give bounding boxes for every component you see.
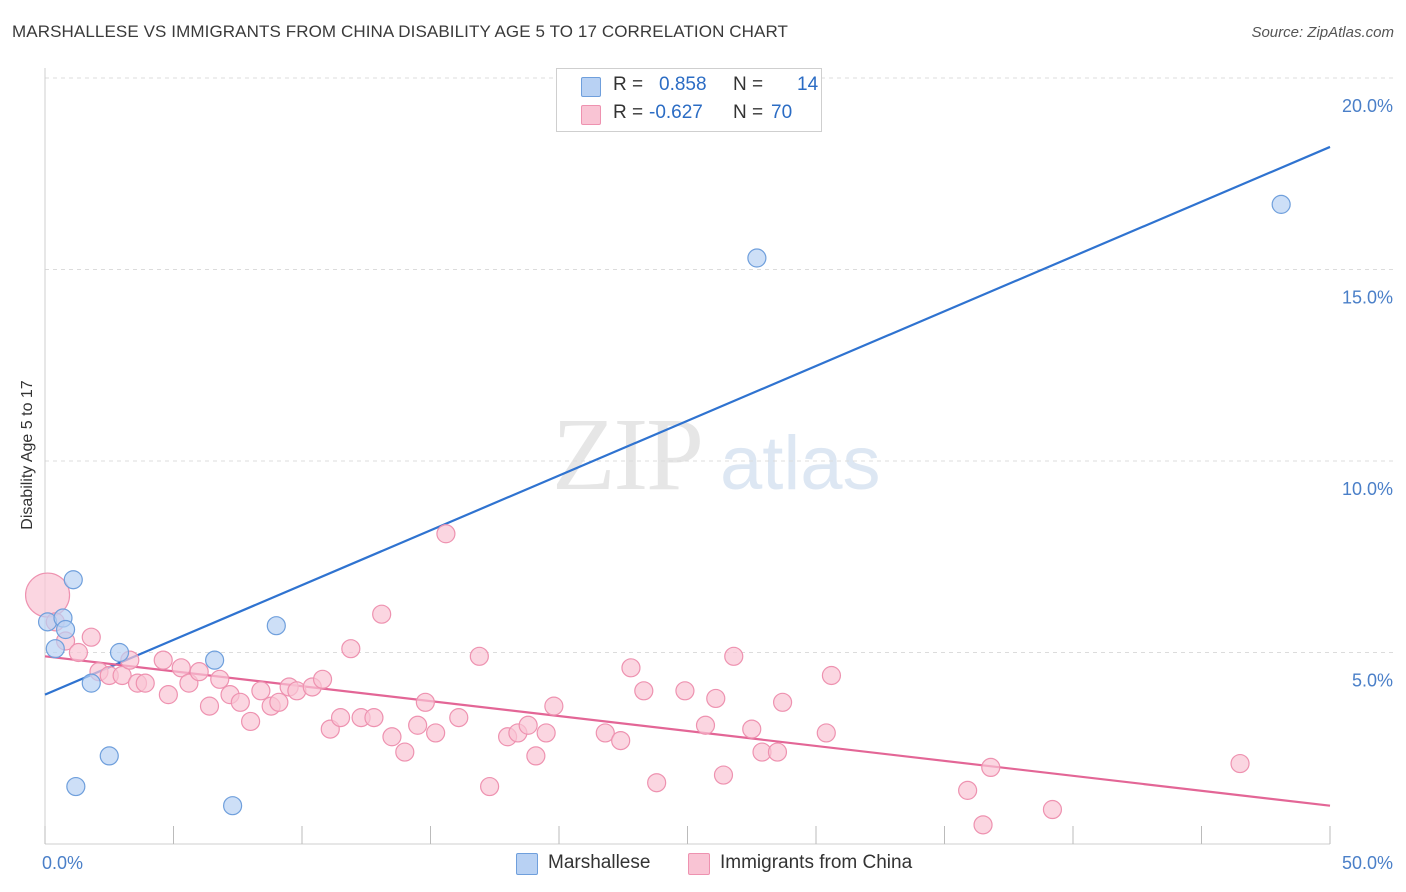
point-china (68, 642, 89, 663)
point-china (713, 765, 734, 785)
trendline-marshallese (44, 145, 1331, 696)
legend-r-value: 0.858 (659, 74, 707, 95)
point-china (189, 662, 209, 682)
point-china (153, 650, 173, 670)
legend-n-value: 70 (771, 102, 793, 123)
correlation-legend: R = 0.858 N = 14 R = -0.627 N = 70 (556, 68, 822, 132)
point-china (469, 646, 489, 666)
y-tick-label: 20.0% (1342, 96, 1393, 116)
legend-swatch-pink (581, 105, 601, 125)
point-china (408, 715, 428, 735)
point-marshallese (223, 796, 243, 816)
legend-n-value: 14 (797, 74, 819, 95)
point-china (816, 723, 836, 743)
y-tick-label: 10.0% (1342, 479, 1393, 499)
point-china (1042, 799, 1063, 820)
point-marshallese (66, 776, 86, 797)
point-marshallese (81, 673, 101, 693)
point-marshallese (63, 570, 83, 590)
point-china (330, 708, 351, 728)
point-china (611, 730, 631, 751)
point-china (595, 723, 615, 743)
point-china (112, 665, 132, 686)
point-china (372, 604, 392, 624)
point-marshallese (1271, 194, 1291, 214)
point-china (171, 658, 191, 678)
point-china (449, 708, 469, 728)
point-china (426, 723, 446, 743)
point-china (706, 688, 726, 709)
x-tick-label: 50.0% (1342, 853, 1393, 873)
legend-n-label: N = (733, 102, 764, 123)
point-china (634, 681, 654, 701)
point-china (415, 692, 435, 712)
point-china (81, 627, 101, 647)
point-china (518, 715, 538, 735)
watermark-atlas: atlas (720, 421, 881, 506)
point-china (695, 715, 716, 735)
bottom-legend-swatch-pink (688, 853, 710, 875)
point-china (251, 681, 271, 701)
legend-r-label: R = (613, 74, 644, 95)
point-china (821, 665, 842, 686)
source-label: Source: ZipAtlas.com (1251, 24, 1394, 41)
point-china (724, 646, 744, 666)
watermark-zip: ZIP (552, 397, 704, 512)
point-china (158, 685, 178, 705)
point-china (230, 692, 250, 712)
legend-swatch-blue (581, 77, 601, 97)
point-china (973, 815, 993, 835)
point-china (772, 692, 793, 712)
y-tick-label: 15.0% (1342, 288, 1393, 308)
point-china (544, 696, 564, 716)
trendline-china (44, 655, 1331, 807)
point-marshallese (99, 746, 119, 766)
x-tick-label: 0.0% (42, 853, 83, 873)
chart-title: MARSHALLESE VS IMMIGRANTS FROM CHINA DIS… (12, 22, 789, 41)
point-china (621, 658, 641, 678)
bottom-legend-label: Immigrants from China (720, 852, 913, 873)
bottom-legend-label: Marshallese (548, 852, 651, 873)
legend-r-label: R = (613, 102, 644, 123)
point-china (981, 757, 1001, 778)
legend-r-value: -0.627 (649, 102, 703, 123)
y-tick-label: 5.0% (1352, 671, 1393, 691)
point-china (436, 524, 456, 544)
point-china (647, 773, 667, 793)
point-marshallese (55, 619, 76, 640)
legend-n-label: N = (733, 74, 764, 95)
point-china (364, 708, 384, 728)
point-china (312, 669, 333, 689)
point-marshallese (747, 248, 767, 268)
point-china (536, 723, 556, 743)
point-china (742, 719, 762, 739)
point-china (341, 639, 361, 659)
point-marshallese (266, 616, 286, 636)
bottom-legend-swatch-blue (516, 853, 538, 875)
point-china (210, 669, 230, 689)
point-china (767, 742, 788, 762)
point-china (241, 711, 261, 732)
point-china (480, 776, 500, 797)
point-china (1230, 753, 1250, 774)
point-china (382, 727, 402, 747)
point-china (199, 696, 220, 716)
point-marshallese (45, 639, 65, 659)
point-china (269, 692, 289, 712)
point-china (526, 746, 546, 766)
point-china (395, 742, 415, 762)
point-marshallese (205, 650, 225, 670)
point-china (958, 780, 978, 800)
point-china (135, 673, 155, 693)
point-china (675, 681, 695, 701)
point-marshallese (109, 642, 130, 663)
